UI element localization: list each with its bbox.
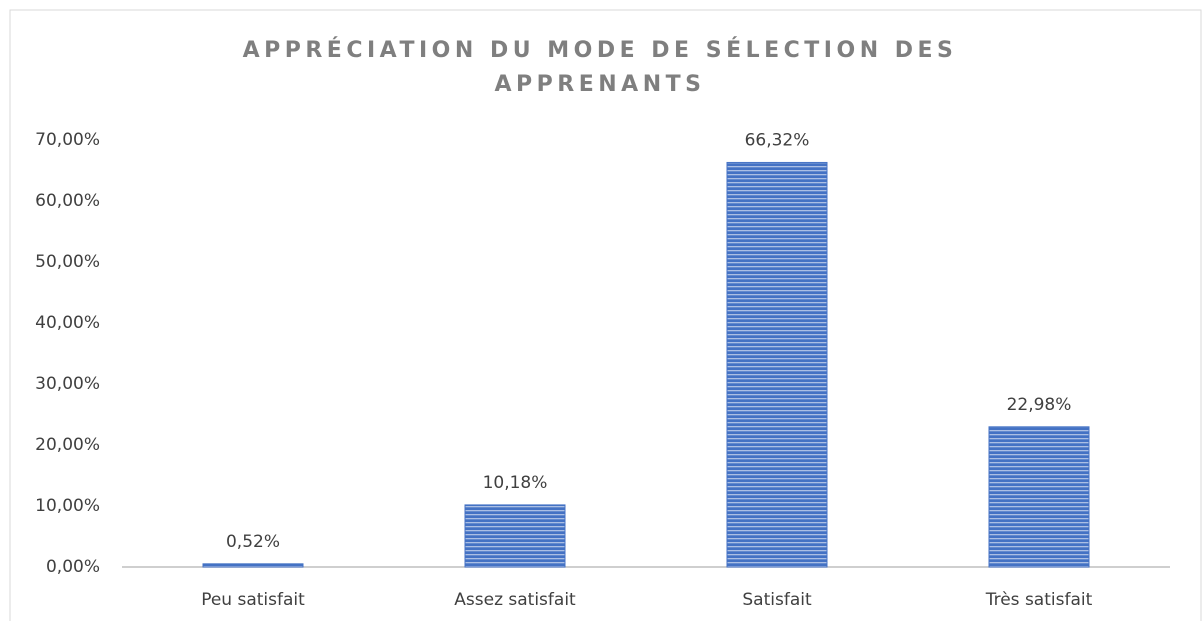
y-tick-label: 30,00% (35, 374, 100, 394)
x-tick-label: Satisfait (742, 590, 812, 610)
bar (464, 504, 566, 568)
data-label: 10,18% (483, 473, 548, 493)
x-tick-label: Très satisfait (985, 590, 1093, 610)
y-tick-label: 40,00% (35, 313, 100, 333)
y-tick-label: 20,00% (35, 435, 100, 455)
y-tick-label: 0,00% (46, 557, 100, 577)
y-tick-label: 60,00% (35, 191, 100, 211)
y-tick-label: 50,00% (35, 252, 100, 272)
y-tick-label: 70,00% (35, 130, 100, 150)
data-label: 0,52% (226, 532, 280, 552)
y-tick-label: 10,00% (35, 496, 100, 516)
bar (988, 426, 1090, 568)
bar (202, 563, 304, 568)
chart-border (9, 9, 1202, 621)
data-label: 22,98% (1007, 395, 1072, 415)
bar (726, 161, 828, 568)
data-label: 66,32% (745, 130, 810, 150)
x-tick-label: Peu satisfait (201, 590, 305, 610)
x-tick-label: Assez satisfait (454, 590, 576, 610)
chart-title: APPRÉCIATION DU MODE DE SÉLECTION DES AP… (242, 38, 958, 97)
